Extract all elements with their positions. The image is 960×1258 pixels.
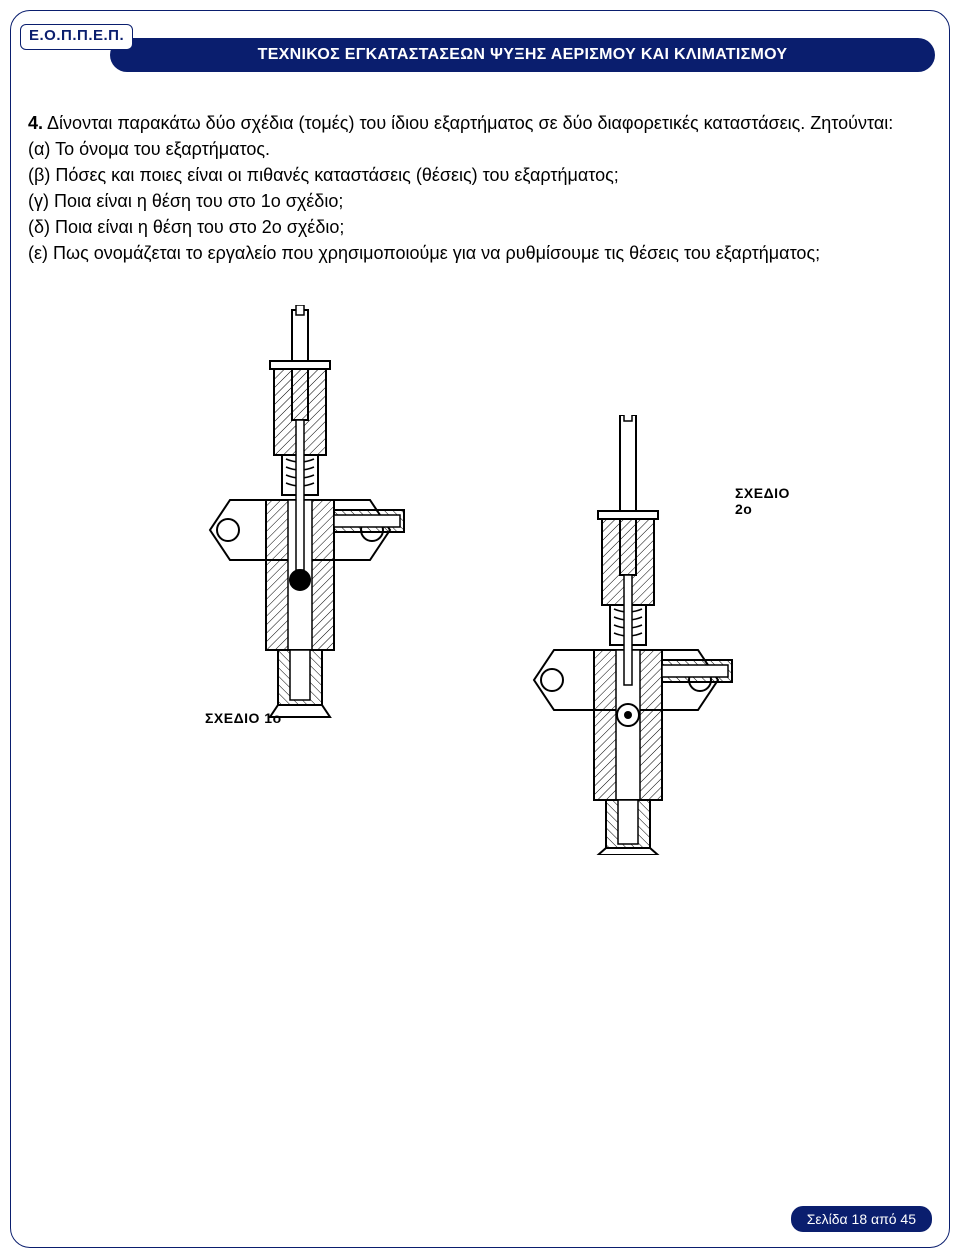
question-item-d: (δ) Ποια είναι η θέση του στο 2ο σχέδιο;	[28, 214, 932, 240]
header-title: ΤΕΧΝΙΚΟΣ ΕΓΚΑΤΑΣΤΑΣΕΩΝ ΨΥΞΗΣ ΑΕΡΙΣΜΟΥ ΚΑ…	[258, 46, 788, 64]
question-item-c: (γ) Ποια είναι η θέση του στο 1ο σχέδιο;	[28, 188, 932, 214]
figure-2: ΣΧΕΔΙΟ 2ο	[490, 415, 790, 855]
org-box: Ε.Ο.Π.Π.Ε.Π.	[20, 24, 133, 50]
question-item-e: (ε) Πως ονομάζεται το εργαλείο που χρησι…	[28, 240, 932, 266]
figure-2-label: ΣΧΕΔΙΟ 2ο	[735, 485, 790, 517]
figure-1-label: ΣΧΕΔΙΟ 1ο	[205, 710, 282, 726]
figure-area: ΣΧΕΔΙΟ 1ο ΣΧΕΔΙΟ 2ο	[28, 305, 932, 1178]
question-number: 4.	[28, 113, 43, 133]
org-label: Ε.Ο.Π.Π.Ε.Π.	[29, 27, 124, 44]
header-bar: ΤΕΧΝΙΚΟΣ ΕΓΚΑΤΑΣΤΑΣΕΩΝ ΨΥΞΗΣ ΑΕΡΙΣΜΟΥ ΚΑ…	[110, 38, 935, 72]
question-block: 4. Δίνονται παρακάτω δύο σχέδια (τομές) …	[28, 110, 932, 267]
question-intro: Δίνονται παρακάτω δύο σχέδια (τομές) του…	[47, 113, 893, 133]
page-footer: Σελίδα 18 από 45	[791, 1206, 932, 1232]
valve-diagram-2-icon	[490, 415, 790, 855]
figure-1: ΣΧΕΔΙΟ 1ο	[170, 305, 430, 735]
page-counter: Σελίδα 18 από 45	[807, 1211, 916, 1227]
question-item-a: (α) Το όνομα του εξαρτήματος.	[28, 136, 932, 162]
question-item-b: (β) Πόσες και ποιες είναι οι πιθανές κατ…	[28, 162, 932, 188]
valve-diagram-1-icon	[170, 305, 430, 735]
